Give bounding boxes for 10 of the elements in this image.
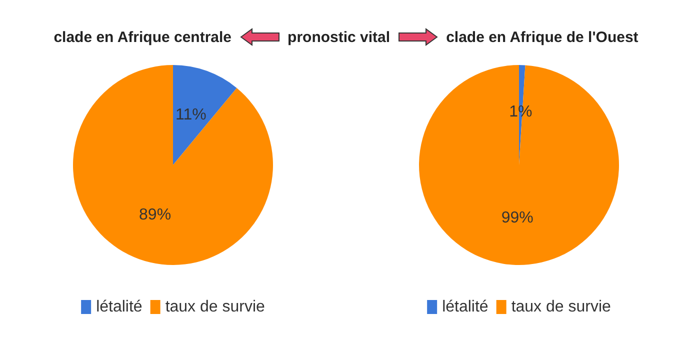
text: pronostic vital (288, 28, 390, 46)
data-label: 99% (501, 209, 534, 226)
data-label: 11% (176, 106, 206, 124)
legend-label: létalité (442, 298, 488, 316)
legend-label: taux de survie (511, 298, 612, 316)
legend-label: taux de survie (165, 298, 266, 316)
chart-title: clade en Afrique centrale (54, 28, 232, 46)
legend-label: létalité (96, 298, 142, 316)
data-label: 89% (139, 206, 172, 224)
chart-title: clade en Afrique de l'Ouest (446, 28, 638, 46)
